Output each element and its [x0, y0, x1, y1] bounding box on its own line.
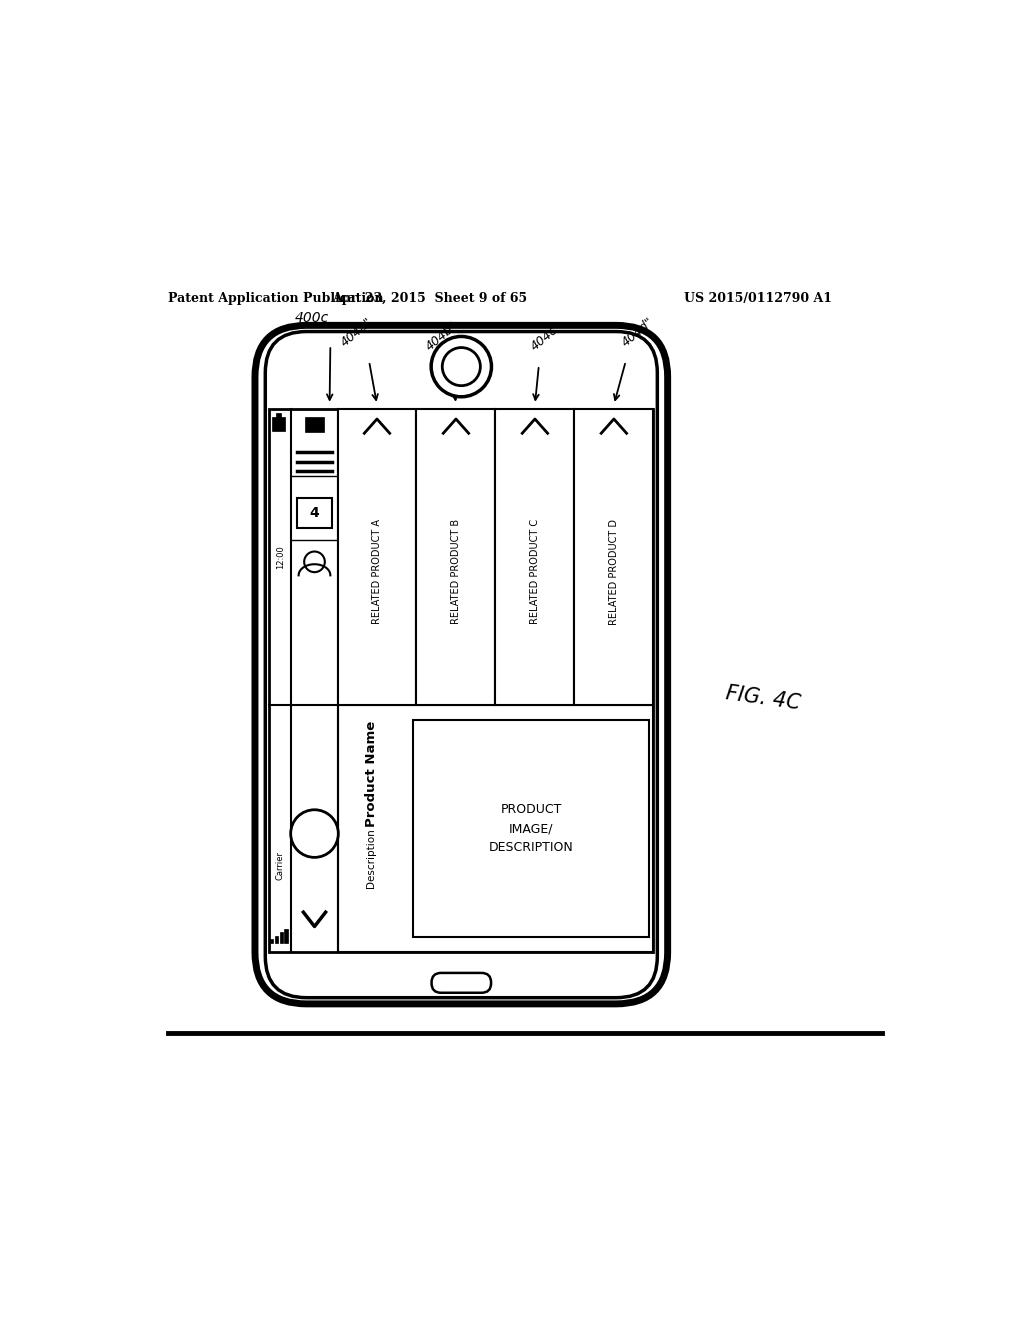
Text: FIG. 4C: FIG. 4C [724, 684, 802, 714]
Text: RELATED PRODUCT D: RELATED PRODUCT D [609, 519, 618, 624]
Text: 404c": 404c" [528, 319, 565, 354]
Text: Product Name: Product Name [365, 721, 378, 828]
Text: 12:00: 12:00 [275, 545, 285, 569]
Circle shape [304, 552, 325, 572]
Bar [417, 409, 496, 705]
Bar [276, 413, 282, 417]
Bar [496, 409, 574, 705]
Bar [270, 939, 273, 942]
Bar [338, 409, 417, 705]
Text: PRODUCT
IMAGE/
DESCRIPTION: PRODUCT IMAGE/ DESCRIPTION [488, 803, 573, 854]
Bar [574, 409, 653, 705]
Circle shape [291, 809, 338, 858]
Bar [269, 409, 653, 952]
Text: RELATED PRODUCT B: RELATED PRODUCT B [451, 519, 461, 624]
Bar [297, 498, 332, 528]
Bar [285, 929, 288, 942]
Text: US 2015/0112790 A1: US 2015/0112790 A1 [684, 292, 831, 305]
Text: 4: 4 [309, 506, 319, 520]
Text: Apr. 23, 2015  Sheet 9 of 65: Apr. 23, 2015 Sheet 9 of 65 [332, 292, 527, 305]
Bar [338, 705, 653, 952]
FancyBboxPatch shape [265, 331, 657, 998]
Text: 404a": 404a" [339, 315, 376, 350]
FancyBboxPatch shape [431, 973, 492, 993]
Bar [272, 417, 285, 430]
Circle shape [442, 347, 480, 385]
Text: RELATED PRODUCT A: RELATED PRODUCT A [372, 519, 382, 624]
Bar [280, 932, 283, 942]
Text: Patent Application Publication: Patent Application Publication [168, 292, 383, 305]
Text: Carrier: Carrier [275, 851, 285, 880]
Text: 402": 402" [311, 750, 341, 763]
Bar [305, 417, 324, 433]
FancyBboxPatch shape [255, 325, 668, 1005]
Bar [274, 936, 278, 942]
Text: RELATED PRODUCT C: RELATED PRODUCT C [529, 519, 540, 624]
Text: 404b": 404b" [423, 319, 460, 354]
Text: Description: Description [367, 829, 376, 888]
Circle shape [431, 337, 492, 397]
Text: 400c: 400c [295, 312, 330, 325]
Bar [413, 719, 649, 937]
Text: 404d": 404d" [620, 315, 656, 350]
